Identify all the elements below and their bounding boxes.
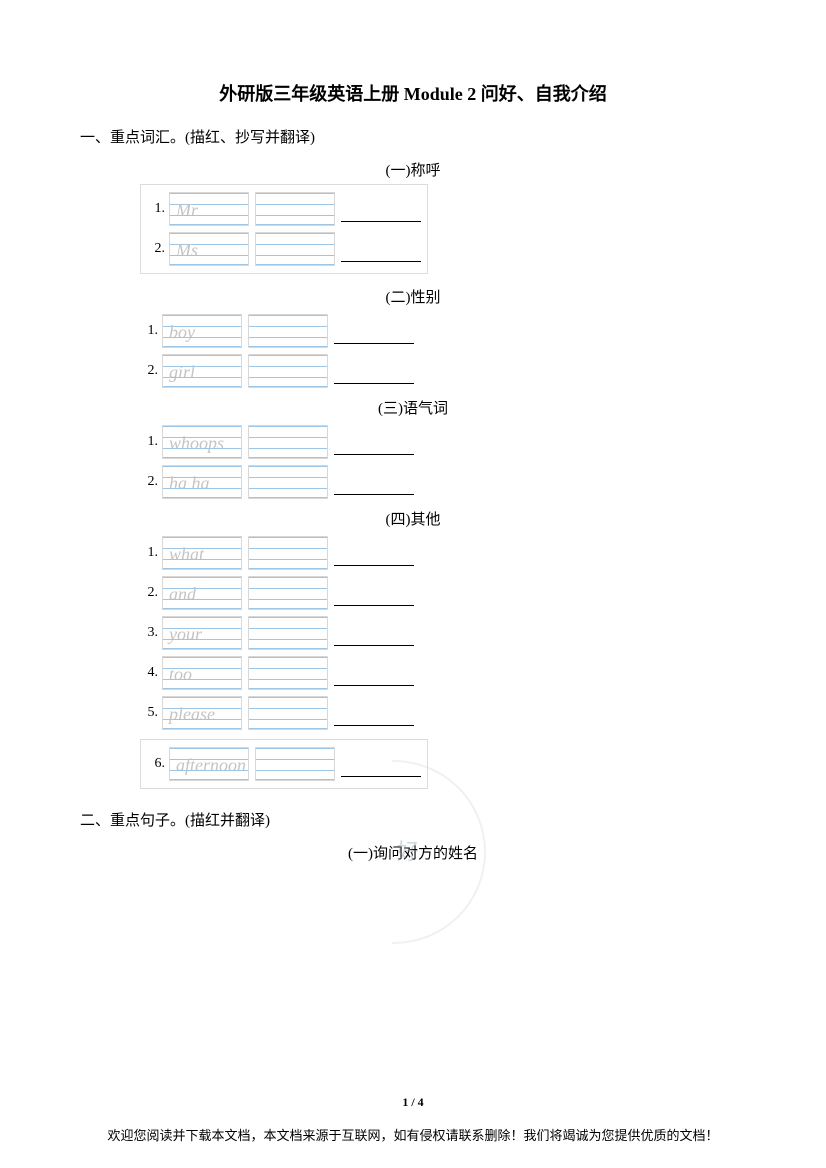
trace-box[interactable]: please xyxy=(162,696,242,730)
copy-box[interactable] xyxy=(248,425,328,459)
subcat-2: (二)性别 xyxy=(80,286,746,307)
subcat-4: (四)其他 xyxy=(80,508,746,529)
vocab-group-1: 1. Mr 2. Ms xyxy=(140,184,428,274)
translation-blank[interactable] xyxy=(334,701,414,726)
vocab-row: 4. too xyxy=(140,653,746,693)
vocab-group-4b: 6. afternoon xyxy=(140,739,428,789)
trace-word: your xyxy=(169,621,202,647)
row-number: 2. xyxy=(147,241,165,257)
copy-box[interactable] xyxy=(248,465,328,499)
copy-box[interactable] xyxy=(255,192,335,226)
translation-blank[interactable] xyxy=(334,661,414,686)
copy-box[interactable] xyxy=(248,576,328,610)
trace-box[interactable]: whoops xyxy=(162,425,242,459)
vocab-row: 1. what xyxy=(140,533,746,573)
translation-blank[interactable] xyxy=(341,197,421,222)
row-number: 1. xyxy=(147,201,165,217)
trace-box[interactable]: too xyxy=(162,656,242,690)
subcat-3: (三)语气词 xyxy=(80,397,746,418)
translation-blank[interactable] xyxy=(334,541,414,566)
row-number: 1. xyxy=(140,323,158,339)
row-number: 1. xyxy=(140,545,158,561)
trace-box[interactable]: boy xyxy=(162,314,242,348)
vocab-row: 2. Ms xyxy=(147,229,421,269)
copy-box[interactable] xyxy=(255,232,335,266)
title-post: 问好、自我介绍 xyxy=(481,84,607,104)
translation-blank[interactable] xyxy=(334,359,414,384)
trace-box[interactable]: girl xyxy=(162,354,242,388)
page-number: 1 / 4 xyxy=(0,1095,826,1110)
vocab-row: 2. ha ha xyxy=(140,462,746,502)
trace-word: and xyxy=(169,581,196,607)
copy-box[interactable] xyxy=(255,747,335,781)
vocab-row: 2. girl xyxy=(140,351,746,391)
vocab-row: 6. afternoon xyxy=(147,744,421,784)
trace-word: boy xyxy=(169,319,195,345)
row-number: 2. xyxy=(140,363,158,379)
vocab-row: 5. please xyxy=(140,693,746,733)
vocab-row: 1. whoops xyxy=(140,422,746,462)
translation-blank[interactable] xyxy=(334,430,414,455)
writing-area: your xyxy=(162,616,328,650)
vocab-row: 1. boy xyxy=(140,311,746,351)
row-number: 2. xyxy=(140,585,158,601)
writing-area: afternoon xyxy=(169,747,335,781)
row-number: 1. xyxy=(140,434,158,450)
section1-heading: 一、重点词汇。(描红、抄写并翻译) xyxy=(80,126,746,147)
trace-box[interactable]: your xyxy=(162,616,242,650)
writing-area: ha ha xyxy=(162,465,328,499)
trace-word: Mr xyxy=(176,197,198,223)
trace-word: please xyxy=(169,701,215,727)
vocab-group-3: 1. whoops 2. ha ha xyxy=(140,422,746,502)
row-number: 4. xyxy=(140,665,158,681)
writing-area: girl xyxy=(162,354,328,388)
row-number: 3. xyxy=(140,625,158,641)
subcat-1: (一)称呼 xyxy=(80,159,746,180)
title-module: Module 2 xyxy=(404,84,477,104)
trace-box[interactable]: and xyxy=(162,576,242,610)
row-number: 6. xyxy=(147,756,165,772)
writing-area: and xyxy=(162,576,328,610)
vocab-row: 3. your xyxy=(140,613,746,653)
writing-area: Mr xyxy=(169,192,335,226)
writing-area: whoops xyxy=(162,425,328,459)
trace-word: what xyxy=(169,541,204,567)
copy-box[interactable] xyxy=(248,616,328,650)
trace-box[interactable]: ha ha xyxy=(162,465,242,499)
writing-area: boy xyxy=(162,314,328,348)
writing-area: what xyxy=(162,536,328,570)
vocab-group-4: 1. what 2. and 3. your 4. xyxy=(140,533,746,733)
trace-box[interactable]: afternoon xyxy=(169,747,249,781)
row-number: 2. xyxy=(140,474,158,490)
writing-area: please xyxy=(162,696,328,730)
page-title: 外研版三年级英语上册 Module 2 问好、自我介绍 xyxy=(80,80,746,106)
copy-box[interactable] xyxy=(248,536,328,570)
writing-area: Ms xyxy=(169,232,335,266)
trace-word: ha ha xyxy=(169,470,210,496)
trace-box[interactable]: Mr xyxy=(169,192,249,226)
trace-word: too xyxy=(169,661,192,687)
writing-area: too xyxy=(162,656,328,690)
copy-box[interactable] xyxy=(248,696,328,730)
translation-blank[interactable] xyxy=(334,621,414,646)
trace-word: afternoon xyxy=(176,752,246,778)
title-pre: 外研版三年级英语上册 xyxy=(219,84,399,104)
translation-blank[interactable] xyxy=(334,581,414,606)
trace-box[interactable]: what xyxy=(162,536,242,570)
vocab-row: 2. and xyxy=(140,573,746,613)
trace-box[interactable]: Ms xyxy=(169,232,249,266)
trace-word: girl xyxy=(169,359,195,385)
trace-word: Ms xyxy=(176,237,198,263)
translation-blank[interactable] xyxy=(341,237,421,262)
vocab-group-2: 1. boy 2. girl xyxy=(140,311,746,391)
vocab-row: 1. Mr xyxy=(147,189,421,229)
trace-word: whoops xyxy=(169,430,224,456)
copy-box[interactable] xyxy=(248,656,328,690)
copy-box[interactable] xyxy=(248,314,328,348)
footer-text: 欢迎您阅读并下载本文档，本文档来源于互联网，如有侵权请联系删除！我们将竭诚为您提… xyxy=(0,1125,826,1144)
row-number: 5. xyxy=(140,705,158,721)
translation-blank[interactable] xyxy=(334,470,414,495)
translation-blank[interactable] xyxy=(334,319,414,344)
copy-box[interactable] xyxy=(248,354,328,388)
